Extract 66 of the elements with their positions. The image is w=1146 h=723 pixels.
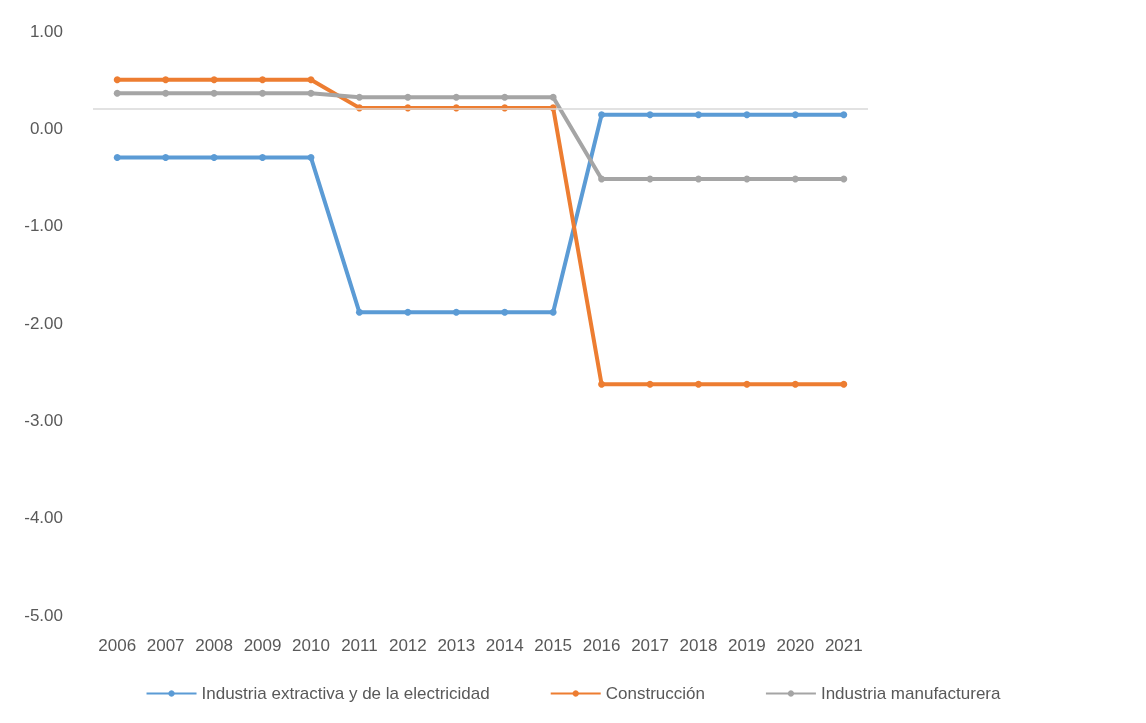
point: [259, 89, 267, 97]
point: [307, 154, 315, 162]
x-tick-label: 2008: [195, 636, 234, 655]
legend-label: Construcción: [605, 684, 705, 703]
x-tick-label: 2013: [437, 636, 476, 655]
x-tick-label: 2020: [776, 636, 815, 655]
point: [840, 380, 848, 388]
x-tick-label: 2009: [243, 636, 282, 655]
point: [210, 76, 218, 84]
y-tick-label: -2.00: [24, 313, 63, 333]
point: [452, 93, 460, 101]
x-tick-label: 2015: [534, 636, 573, 655]
y-tick-label: 0.00: [29, 118, 63, 138]
point: [162, 89, 170, 97]
point: [162, 154, 170, 162]
point: [598, 380, 606, 388]
x-tick-label: 2007: [146, 636, 185, 655]
point: [162, 76, 170, 84]
x-tick-label: 2019: [727, 636, 766, 655]
point: [549, 308, 557, 316]
x-tick-label: 2012: [388, 636, 427, 655]
point: [355, 308, 363, 316]
point: [646, 111, 654, 119]
point: [210, 89, 218, 97]
y-tick-label: -3.00: [24, 410, 63, 430]
point: [210, 154, 218, 162]
point: [404, 93, 412, 101]
point: [259, 76, 267, 84]
point: [791, 175, 799, 183]
point: [743, 380, 751, 388]
point: [307, 76, 315, 84]
point: [791, 380, 799, 388]
point: [501, 308, 509, 316]
point: [840, 175, 848, 183]
point: [549, 93, 557, 101]
point: [452, 308, 460, 316]
point: [259, 154, 267, 162]
x-tick-label: 2021: [824, 636, 863, 655]
point: [113, 89, 121, 97]
point: [598, 175, 606, 183]
point: [743, 111, 751, 119]
y-tick-label: 1.00: [29, 21, 63, 41]
point: [694, 380, 702, 388]
point: [501, 93, 509, 101]
legend-label: Industria extractiva y de la electricidad: [201, 684, 490, 703]
y-tick-label: -4.00: [24, 508, 63, 528]
point: [694, 111, 702, 119]
x-tick-label: 2018: [679, 636, 718, 655]
point: [113, 154, 121, 162]
x-tick-label: 2006: [98, 636, 137, 655]
legend-label: Industria manufacturera: [820, 684, 1002, 703]
x-tick-label: 2014: [485, 636, 524, 655]
point: [355, 93, 363, 101]
x-tick-label: 2010: [292, 636, 330, 655]
point: [404, 308, 412, 316]
point: [840, 111, 848, 119]
point: [307, 89, 315, 97]
y-tick-label: -1.00: [24, 216, 63, 236]
point: [598, 111, 606, 119]
x-tick-label: 2017: [631, 636, 669, 655]
point: [646, 380, 654, 388]
x-tick-label: 2011: [341, 636, 378, 655]
x-tick-label: 2016: [582, 636, 621, 655]
point: [791, 111, 799, 119]
y-tick-label: -5.00: [24, 605, 63, 625]
point: [113, 76, 121, 84]
